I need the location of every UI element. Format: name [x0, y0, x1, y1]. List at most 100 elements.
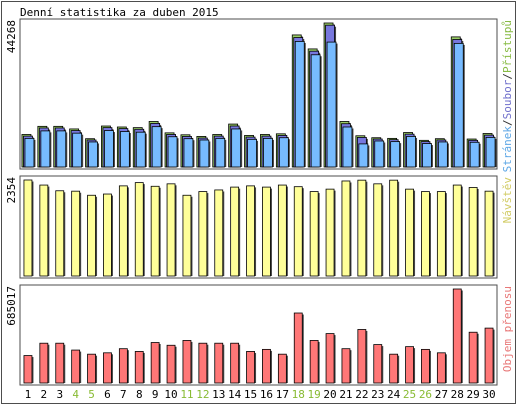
bar-visits-n-v-t-v-day-29: [468, 187, 478, 277]
x-tick-label: 15: [244, 388, 257, 401]
bar-traffic-objem-p-enosu-day-14: [230, 342, 240, 384]
bar-visits-n-v-t-v-day-15: [246, 185, 255, 277]
x-tick-label: 13: [212, 388, 225, 401]
x-tick-label: 26: [419, 388, 432, 401]
x-tick-label: 1: [25, 388, 32, 401]
bar-visits-n-v-t-v-day-12: [198, 191, 208, 277]
y-max-label-hits: 44268: [5, 20, 18, 53]
x-tick-label: 28: [451, 388, 464, 401]
legend-traffic: Objem přenosu: [501, 286, 514, 372]
bar-visits-n-v-t-v-day-11: [182, 194, 192, 277]
bar-traffic-objem-p-enosu-day-2: [39, 342, 49, 384]
bar-traffic-objem-p-enosu-day-21: [341, 348, 351, 384]
legend-entry: Přístupů: [501, 20, 514, 73]
bar-visits-n-v-t-v-day-2: [39, 184, 49, 277]
y-max-label-visits: 2354: [5, 177, 18, 204]
bar-traffic-objem-p-enosu-day-15: [246, 351, 255, 384]
bar-traffic-objem-p-enosu-day-12: [198, 342, 208, 384]
bar-hits-str-nek-day-1: [24, 137, 35, 168]
x-axis-labels: 1 2 3 4 5 6 7 8 9 10 11 12 13 14 15 16 17 18 19 20 21 22 23 24 2…: [25, 388, 496, 401]
x-tick-label: 14: [228, 388, 242, 401]
bar-hits-str-nek-day-16: [263, 137, 273, 168]
bar-hits-str-nek-day-26: [422, 143, 432, 168]
bar-visits-n-v-t-v-day-20: [325, 188, 335, 277]
x-tick-label: 27: [435, 388, 448, 401]
bar-visits-n-v-t-v-day-8: [134, 182, 144, 277]
bar-traffic-objem-p-enosu-day-6: [103, 352, 112, 384]
bar-traffic-objem-p-enosu-day-28: [452, 288, 462, 384]
x-tick-label: 4: [72, 388, 79, 401]
bar-traffic-objem-p-enosu-day-3: [55, 342, 65, 384]
legend-entry: /: [501, 119, 514, 126]
bar-traffic-objem-p-enosu-day-16: [262, 348, 271, 384]
panel-visits: 2354 Návštěv: [5, 175, 514, 279]
bar-traffic-objem-p-enosu-day-26: [421, 348, 430, 384]
bar-hits-str-nek-day-10: [167, 136, 178, 168]
x-tick-label: 17: [276, 388, 289, 401]
bar-visits-n-v-t-v-day-1: [23, 179, 33, 277]
bar-visits-n-v-t-v-day-19: [309, 191, 319, 277]
bar-visits-n-v-t-v-day-4: [71, 190, 81, 277]
bar-hits-str-nek-day-5: [88, 141, 98, 168]
x-tick-label: 6: [104, 388, 111, 401]
bar-hits-str-nek-day-23: [374, 140, 385, 168]
bar-traffic-objem-p-enosu-day-29: [468, 331, 478, 384]
bar-visits-n-v-t-v-day-14: [230, 186, 240, 277]
bar-hits-str-nek-day-29: [469, 141, 480, 168]
x-tick-label: 18: [292, 388, 305, 401]
bar-traffic-objem-p-enosu-day-11: [182, 340, 192, 384]
y-max-label-traffic: 685017: [5, 286, 18, 326]
bar-hits-str-nek-day-8: [135, 131, 146, 168]
x-tick-label: 5: [88, 388, 95, 401]
panel-frame-traffic: [19, 284, 498, 386]
bar-visits-n-v-t-v-day-30: [484, 190, 494, 277]
legend-visits: Návštěv: [501, 177, 514, 224]
bar-traffic-objem-p-enosu-day-8: [134, 351, 144, 384]
bar-hits-str-nek-day-25: [406, 136, 416, 168]
bar-hits-str-nek-day-21: [342, 126, 353, 168]
legend-entry: Návštěv: [501, 177, 514, 224]
bar-traffic-objem-p-enosu-day-27: [436, 352, 446, 384]
bar-hits-str-nek-day-12: [199, 139, 210, 168]
x-tick-label: 30: [482, 388, 495, 401]
bar-visits-n-v-t-v-day-25: [405, 188, 414, 277]
bar-visits-n-v-t-v-day-13: [214, 189, 224, 277]
bar-hits-str-nek-day-14: [231, 128, 242, 168]
bar-hits-str-nek-day-2: [40, 130, 51, 168]
bar-hits-str-nek-day-9: [151, 126, 162, 168]
bar-traffic-objem-p-enosu-day-22: [357, 329, 367, 384]
bar-hits-str-nek-day-22: [358, 143, 369, 168]
bar-hits-str-nek-day-30: [485, 136, 496, 168]
bar-traffic-objem-p-enosu-day-4: [71, 349, 81, 384]
bar-traffic-objem-p-enosu-day-13: [214, 342, 224, 384]
x-tick-label: 23: [371, 388, 384, 401]
bar-visits-n-v-t-v-day-17: [277, 184, 287, 277]
legend-entry: /: [501, 73, 514, 80]
x-tick-label: 2: [41, 388, 48, 401]
bar-hits-str-nek-day-28: [453, 42, 464, 168]
bar-traffic-objem-p-enosu-day-1: [23, 355, 33, 384]
bar-hits-str-nek-day-4: [72, 132, 83, 168]
x-tick-label: 19: [308, 388, 321, 401]
panel-frame-hits: [19, 18, 498, 170]
bar-visits-n-v-t-v-day-27: [436, 191, 446, 277]
bar-visits-n-v-t-v-day-9: [150, 185, 160, 277]
bar-hits-str-nek-day-24: [390, 141, 401, 168]
x-tick-label: 21: [339, 388, 352, 401]
bar-hits-str-nek-day-6: [104, 130, 114, 168]
x-tick-label: 10: [164, 388, 177, 401]
bar-visits-n-v-t-v-day-5: [87, 194, 96, 277]
bar-hits-str-nek-day-27: [437, 141, 448, 168]
bar-visits-n-v-t-v-day-18: [293, 186, 303, 277]
x-tick-label: 20: [323, 388, 336, 401]
x-tick-label: 12: [196, 388, 209, 401]
bar-traffic-objem-p-enosu-day-24: [389, 353, 399, 384]
bar-hits-str-nek-day-15: [247, 138, 257, 168]
bar-hits-str-nek-day-11: [183, 138, 194, 168]
bar-visits-n-v-t-v-day-21: [341, 180, 351, 277]
panel-frame-visits: [19, 175, 498, 279]
x-tick-label: 9: [152, 388, 159, 401]
